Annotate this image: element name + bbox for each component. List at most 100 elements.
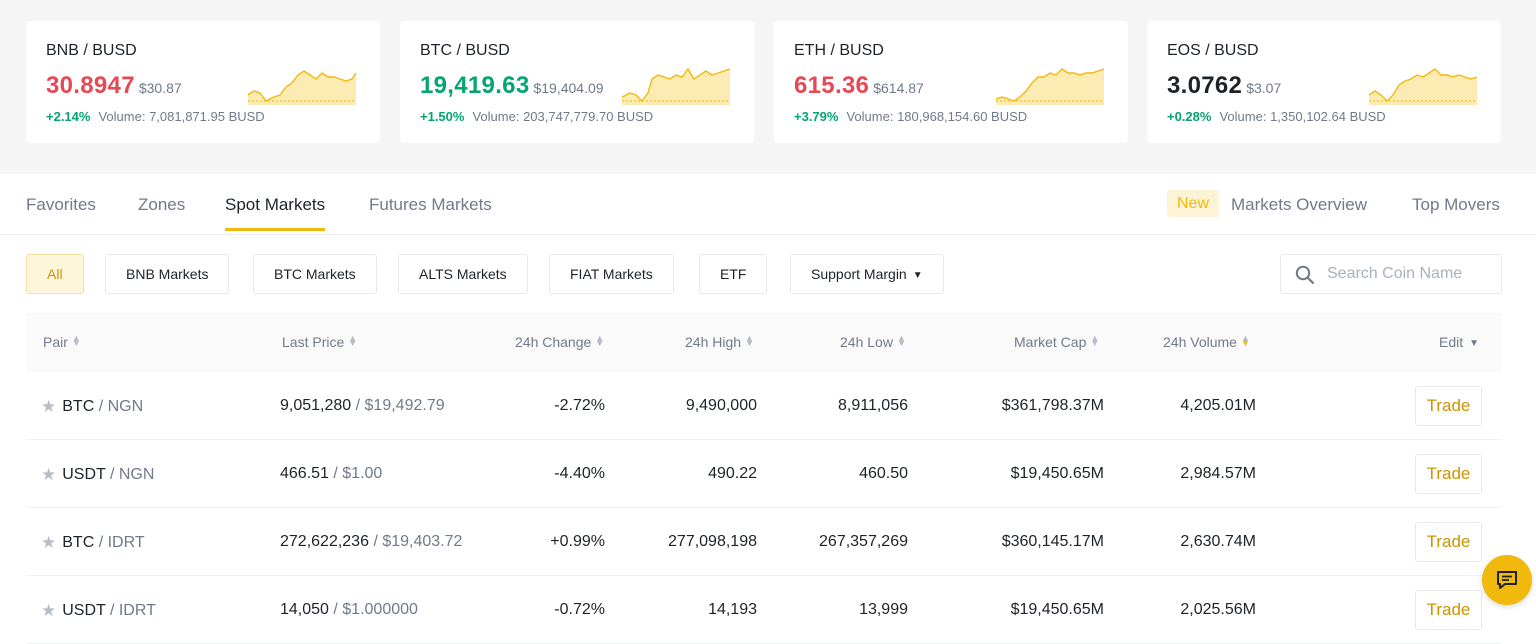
- filter-etf-button[interactable]: ETF: [699, 254, 768, 294]
- filter-support-margin-dropdown[interactable]: Support Margin ▼: [790, 254, 944, 294]
- ticker-card-eth[interactable]: ETH / BUSD 615.36 $614.87 +3.79% Volume: 1…: [774, 21, 1128, 143]
- sort-icon: ▲ ▼: [1090, 333, 1100, 348]
- header-last-price[interactable]: Last Price ▲ ▼: [282, 333, 358, 351]
- last-price-cell: 14,050 / $1.000000: [280, 601, 418, 618]
- change-cell: -2.72%: [554, 397, 605, 414]
- ticker-price: 3.0762 $3.07: [1167, 72, 1282, 99]
- star-icon[interactable]: ★: [41, 465, 57, 484]
- filter-all-button[interactable]: All: [26, 254, 84, 294]
- filter-bnb-markets-button[interactable]: BNB Markets: [105, 254, 230, 294]
- trade-button[interactable]: Trade: [1415, 522, 1482, 562]
- sparkline-chart: [622, 67, 731, 105]
- filter-btc-markets-button[interactable]: BTC Markets: [253, 254, 377, 294]
- low-cell: 13,999: [859, 601, 908, 618]
- new-badge: New: [1167, 190, 1220, 217]
- change-cell: +0.99%: [550, 533, 605, 550]
- sort-icon: ▲ ▼: [348, 333, 358, 348]
- last-price-cell: 466.51 / $1.00: [280, 465, 383, 482]
- star-icon[interactable]: ★: [41, 533, 57, 552]
- tab-futures-markets[interactable]: Futures Markets: [369, 195, 492, 214]
- sort-icon: ▲ ▼: [745, 333, 754, 348]
- market-cap-cell: $19,450.65M: [1010, 465, 1104, 482]
- ticker-card-bnb[interactable]: BNB / BUSD 30.8947 $30.87 +2.14% Volume: 7…: [26, 21, 380, 143]
- search-icon: [1295, 265, 1315, 285]
- trade-button[interactable]: Trade: [1415, 590, 1482, 630]
- table-row[interactable]: ★ BTC / NGN 9,051,280 / $19,492.79 -2.72%…: [26, 372, 1502, 440]
- ticker-usd-price: $19,404.09: [533, 80, 604, 96]
- header-pair[interactable]: Pair ▲ ▼: [43, 333, 81, 351]
- sparkline-chart: [1369, 68, 1478, 105]
- market-tabs: Favorites Zones Spot Markets Futures Mar…: [0, 174, 1536, 235]
- ticker-pair: BNB / BUSD: [46, 42, 137, 59]
- ticker-pair: ETH / BUSD: [794, 42, 884, 59]
- pair-cell[interactable]: ★ BTC / IDRT: [41, 533, 145, 552]
- table-row[interactable]: ★ USDT / IDRT 14,050 / $1.000000 -0.72% 1…: [26, 576, 1502, 644]
- trade-button[interactable]: Trade: [1415, 386, 1482, 426]
- ticker-stats: +3.79% Volume: 180,968,154.60 BUSD: [794, 109, 1028, 124]
- tab-top-movers[interactable]: Top Movers: [1412, 195, 1500, 214]
- low-cell: 460.50: [859, 465, 908, 482]
- search-box[interactable]: [1280, 254, 1502, 294]
- pair-cell[interactable]: ★ USDT / IDRT: [41, 601, 156, 620]
- table-row[interactable]: ★ BTC / IDRT 272,622,236 / $19,403.72 +0.…: [26, 508, 1502, 576]
- caret-down-icon: ▼: [1469, 338, 1480, 349]
- pair-cell[interactable]: ★ BTC / NGN: [41, 397, 144, 416]
- high-cell: 277,098,198: [668, 533, 757, 550]
- change-cell: -4.40%: [554, 465, 605, 482]
- volume-cell: 4,205.01M: [1180, 397, 1256, 414]
- high-cell: 9,490,000: [685, 397, 757, 414]
- market-cap-cell: $360,145.17M: [1001, 533, 1104, 550]
- star-icon[interactable]: ★: [41, 601, 57, 620]
- last-price-cell: 272,622,236 / $19,403.72: [280, 533, 463, 550]
- header-24h-high[interactable]: 24h High ▲ ▼: [685, 333, 754, 351]
- sort-icon: ▲ ▼: [1240, 333, 1250, 348]
- header-24h-change[interactable]: 24h Change ▲ ▼: [515, 333, 605, 351]
- volume-cell: 2,025.56M: [1180, 601, 1256, 618]
- header-24h-volume[interactable]: 24h Volume ▲ ▼: [1163, 333, 1250, 351]
- high-cell: 14,193: [708, 601, 757, 618]
- chat-icon: [1497, 571, 1517, 589]
- ticker-stats: +2.14% Volume: 7,081,871.95 BUSD: [46, 109, 265, 124]
- filter-fiat-markets-button[interactable]: FIAT Markets: [549, 254, 674, 294]
- low-cell: 8,911,056: [838, 397, 908, 414]
- header-market-cap[interactable]: Market Cap ▲ ▼: [1014, 333, 1100, 351]
- tab-favorites[interactable]: Favorites: [26, 195, 96, 214]
- ticker-card-eos[interactable]: EOS / BUSD 3.0762 $3.07 +0.28% Volume: 1,3…: [1147, 21, 1501, 143]
- ticker-stats: +1.50% Volume: 203,747,779.70 BUSD: [420, 109, 654, 124]
- markets-table: Pair ▲ ▼ Last Price ▲ ▼ 24h Change ▲ ▼ 24h Hig…: [26, 313, 1502, 644]
- market-cap-cell: $361,798.37M: [1001, 397, 1104, 414]
- ticker-volume: 7,081,871.95 BUSD: [149, 109, 265, 124]
- ticker-usd-price: $30.87: [138, 80, 182, 96]
- tab-zones[interactable]: Zones: [138, 195, 186, 214]
- ticker-change: +3.79%: [794, 109, 839, 124]
- ticker-pair: BTC / BUSD: [420, 42, 510, 59]
- ticker-price: 615.36 $614.87: [794, 72, 924, 99]
- ticker-stats: +0.28% Volume: 1,350,102.64 BUSD: [1167, 109, 1386, 124]
- sparkline-chart: [248, 70, 357, 105]
- table-header: Pair ▲ ▼ Last Price ▲ ▼ 24h Change ▲ ▼ 24h Hig…: [26, 313, 1502, 372]
- pair-cell[interactable]: ★ USDT / NGN: [41, 465, 155, 484]
- caret-down-icon: ▼: [912, 270, 923, 281]
- chat-support-button[interactable]: [1482, 555, 1532, 605]
- change-cell: -0.72%: [554, 601, 605, 618]
- market-cap-cell: $19,450.65M: [1010, 601, 1104, 618]
- star-icon[interactable]: ★: [41, 397, 57, 416]
- filter-alts-markets-button[interactable]: ALTS Markets: [398, 254, 528, 294]
- ticker-card-btc[interactable]: BTC / BUSD 19,419.63 $19,404.09 +1.50% Vol…: [400, 21, 754, 143]
- search-input[interactable]: [1327, 263, 1495, 285]
- ticker-price: 30.8947 $30.87: [46, 72, 182, 99]
- ticker-volume: 203,747,779.70 BUSD: [523, 109, 654, 124]
- header-24h-low[interactable]: 24h Low ▲ ▼: [840, 333, 906, 351]
- tab-markets-overview[interactable]: Markets Overview: [1231, 195, 1368, 214]
- volume-cell: 2,984.57M: [1180, 465, 1256, 482]
- header-edit[interactable]: Edit ▼: [1439, 334, 1480, 350]
- trade-button[interactable]: Trade: [1415, 454, 1482, 494]
- ticker-change: +2.14%: [46, 109, 91, 124]
- ticker-band: BNB / BUSD 30.8947 $30.87 +2.14% Volume: 7…: [0, 0, 1536, 174]
- tab-spot-markets[interactable]: Spot Markets: [225, 195, 326, 231]
- table-row[interactable]: ★ USDT / NGN 466.51 / $1.00 -4.40% 490.22…: [26, 440, 1502, 508]
- sort-icon: ▲ ▼: [896, 333, 906, 348]
- sort-icon: ▲ ▼: [71, 333, 81, 348]
- ticker-price: 19,419.63 $19,404.09: [420, 72, 604, 99]
- ticker-change: +0.28%: [1167, 109, 1212, 124]
